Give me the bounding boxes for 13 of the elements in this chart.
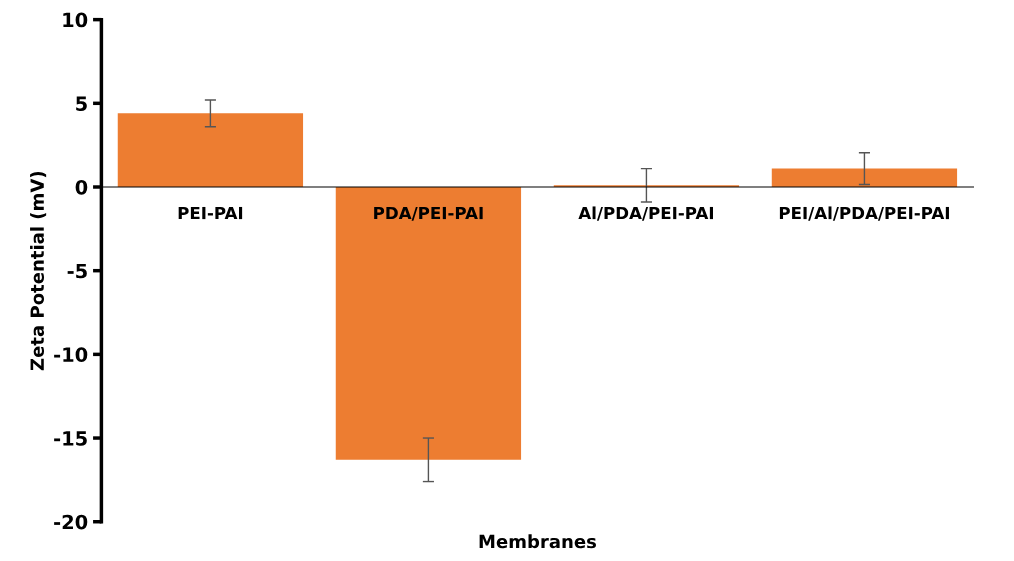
x-axis-title: Membranes (479, 534, 597, 549)
y-tick-label: 0 (75, 179, 88, 195)
y-tick-label: -15 (54, 431, 87, 446)
y-tick-label: -20 (54, 514, 88, 530)
y-tick-label: -10 (54, 347, 88, 363)
x-tick-label: Al/PDA/PEI-PAI (578, 206, 714, 221)
y-tick-label: 5 (76, 96, 87, 111)
y-tick-label: -5 (67, 263, 87, 279)
y-tick-label: 10 (63, 12, 88, 28)
x-tick-label: PEI/Al/PDA/PEI-PAI (779, 206, 949, 221)
x-tick-label: PDA/PEI-PAI (374, 206, 483, 221)
y-axis-title: Zeta Potential (mV) (30, 171, 47, 371)
x-tick-label: PEI-PAI (178, 206, 243, 220)
